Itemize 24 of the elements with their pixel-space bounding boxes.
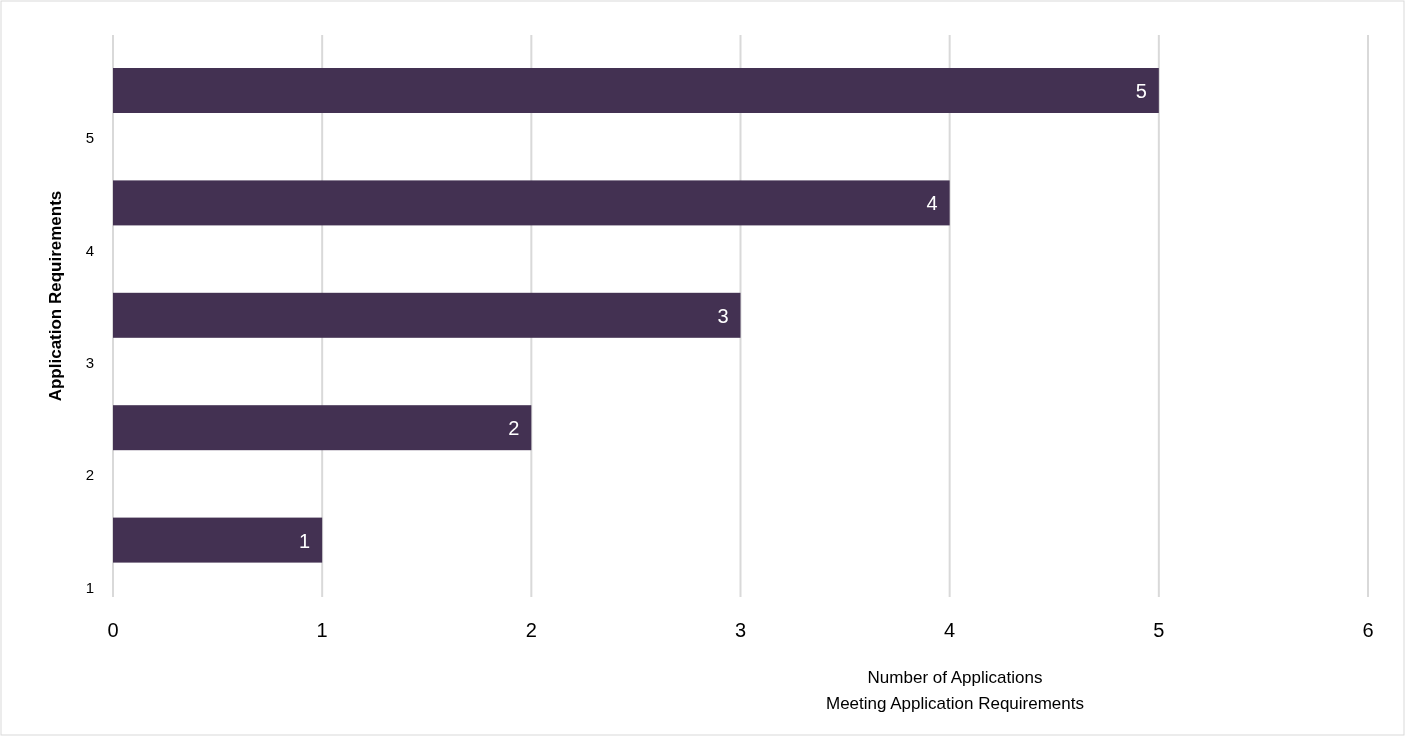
y-tick-label: 3	[85, 354, 95, 372]
data-label: 5	[1135, 80, 1147, 102]
x-tick-label: 1	[316, 619, 328, 641]
bar	[113, 292, 741, 338]
y-tick-label: 2	[85, 466, 95, 484]
x-tick-label: 4	[944, 619, 956, 641]
data-label: 4	[926, 192, 938, 215]
bar	[113, 405, 532, 451]
data-label: 3	[717, 304, 729, 327]
y-axis-title: Application Requirements	[45, 190, 65, 402]
data-label: 1	[299, 529, 311, 552]
y-tick-label: 4	[85, 241, 95, 259]
x-tick-label: 5	[1153, 619, 1165, 641]
x-axis-title: Number of Applications Meeting Application Requirements	[826, 667, 1084, 713]
x-tick-label: 0	[107, 619, 119, 641]
y-tick-label: 5	[85, 129, 95, 147]
bar	[113, 180, 950, 226]
bar	[113, 68, 1159, 113]
data-label: 2	[508, 417, 520, 440]
x-tick-label: 6	[1362, 619, 1374, 641]
x-tick-label: 3	[734, 619, 747, 641]
y-tick-label: 1	[85, 578, 95, 596]
bar	[113, 517, 323, 563]
x-tick-label: 2	[525, 619, 537, 641]
